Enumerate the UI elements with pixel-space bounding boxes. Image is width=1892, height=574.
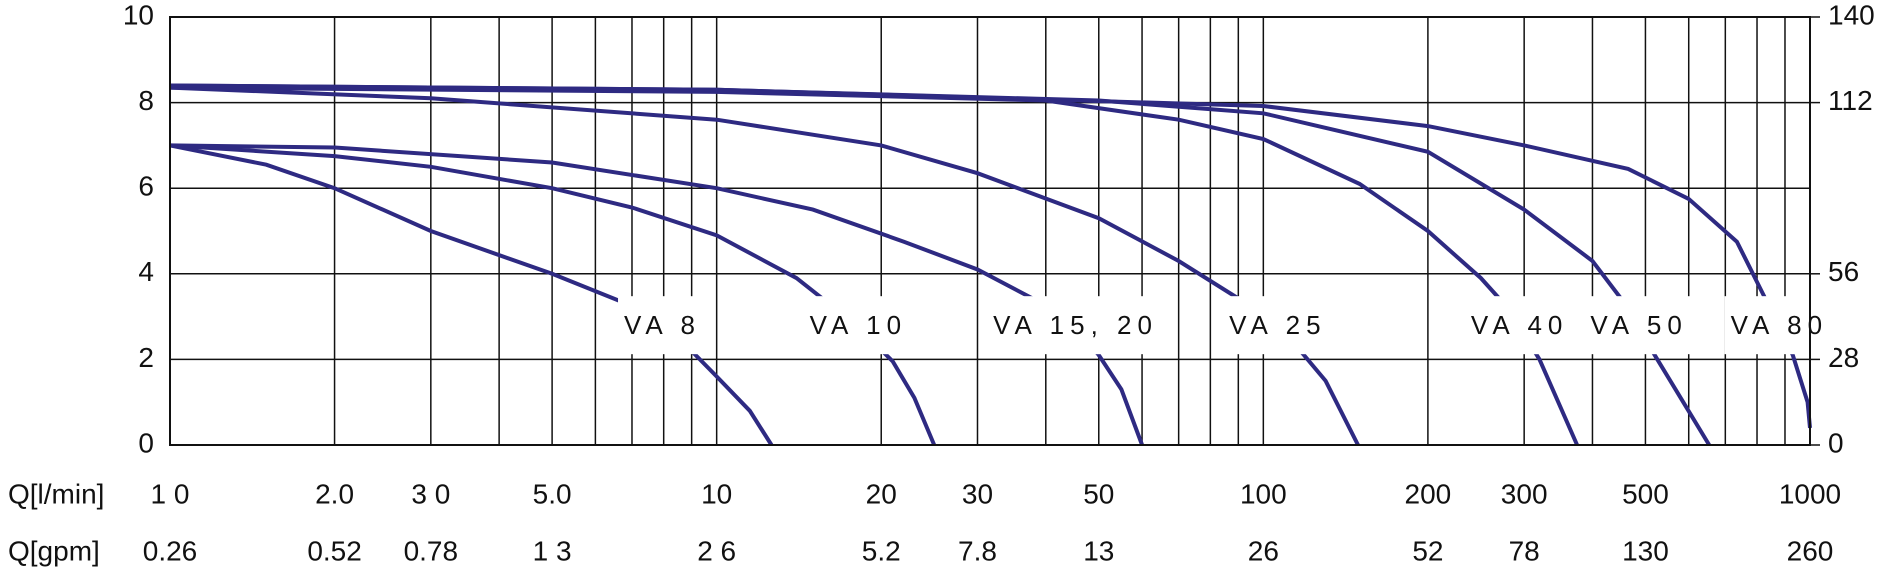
curve-label: VA 8 [624, 310, 701, 340]
y2-tick-label: 140 [1828, 0, 1875, 30]
y2-tick-label: 112 [1828, 85, 1873, 116]
x2-tick-label: 7.8 [958, 535, 997, 566]
curve-label: VA 25 [1229, 310, 1326, 340]
x-tick-label: 500 [1622, 478, 1669, 509]
x2-tick-label: 52 [1412, 535, 1443, 566]
x2-tick-label: 5.2 [862, 535, 901, 566]
x-tick-label: 100 [1240, 478, 1287, 509]
x-tick-label: 1 0 [151, 478, 190, 509]
x-tick-label: 200 [1405, 478, 1452, 509]
curve [169, 83, 1711, 447]
plot-frame [169, 16, 1811, 446]
x-tick-label: 50 [1083, 478, 1114, 509]
y2-tick-label: 56 [1828, 256, 1859, 287]
x2-tick-label: 260 [1787, 535, 1834, 566]
curve [169, 143, 1144, 446]
curve [169, 143, 937, 446]
curve-label: VA 40 [1471, 310, 1568, 340]
x2-tick-label: 26 [1248, 535, 1279, 566]
y-tick-label: 0 [138, 427, 154, 458]
x-tick-label: 10 [701, 478, 732, 509]
curve-label-bg [1464, 296, 1575, 355]
x-tick-label: 3 0 [411, 478, 450, 509]
y-tick-label: 10 [123, 0, 154, 30]
curve [169, 143, 774, 447]
curve-label-bg [1223, 296, 1333, 355]
curve-label: VA 15, 20 [993, 310, 1158, 340]
x-tick-label: 2.0 [315, 478, 354, 509]
x2-tick-label: 0.26 [143, 535, 198, 566]
x2-tick-label: 2 6 [697, 535, 736, 566]
curve [169, 85, 1579, 446]
curve-label-bg [987, 296, 1164, 355]
curve [169, 83, 1812, 429]
x-tick-label: 300 [1501, 478, 1548, 509]
x2-tick-label: 130 [1622, 535, 1669, 566]
x-axis-label: Q[l/min] [8, 478, 104, 509]
x2-axis-label: Q[gpm] [8, 535, 100, 566]
y-tick-label: 6 [138, 171, 154, 202]
y-tick-label: 4 [138, 256, 154, 287]
x-tick-label: 20 [866, 478, 897, 509]
x2-tick-label: 78 [1509, 535, 1540, 566]
x-tick-label: 1000 [1779, 478, 1841, 509]
curve-label: VA 10 [810, 310, 907, 340]
y-tick-label: 2 [138, 342, 154, 373]
x-tick-label: 30 [962, 478, 993, 509]
y-tick-label: 8 [138, 85, 154, 116]
curve-label-bg [1724, 296, 1835, 355]
curve-label: VA 80 [1731, 310, 1828, 340]
x2-tick-label: 0.78 [404, 535, 459, 566]
x2-tick-label: 0.52 [307, 535, 362, 566]
curve [169, 85, 1360, 446]
x-tick-label: 5.0 [533, 478, 572, 509]
y2-tick-label: 0 [1828, 427, 1844, 458]
x2-tick-label: 13 [1083, 535, 1114, 566]
curve-label-bg [1584, 296, 1694, 355]
x2-tick-label: 1 3 [533, 535, 572, 566]
curve-label-bg [618, 296, 708, 355]
curve-label-bg [803, 296, 914, 355]
curve-label: VA 50 [1590, 310, 1687, 340]
